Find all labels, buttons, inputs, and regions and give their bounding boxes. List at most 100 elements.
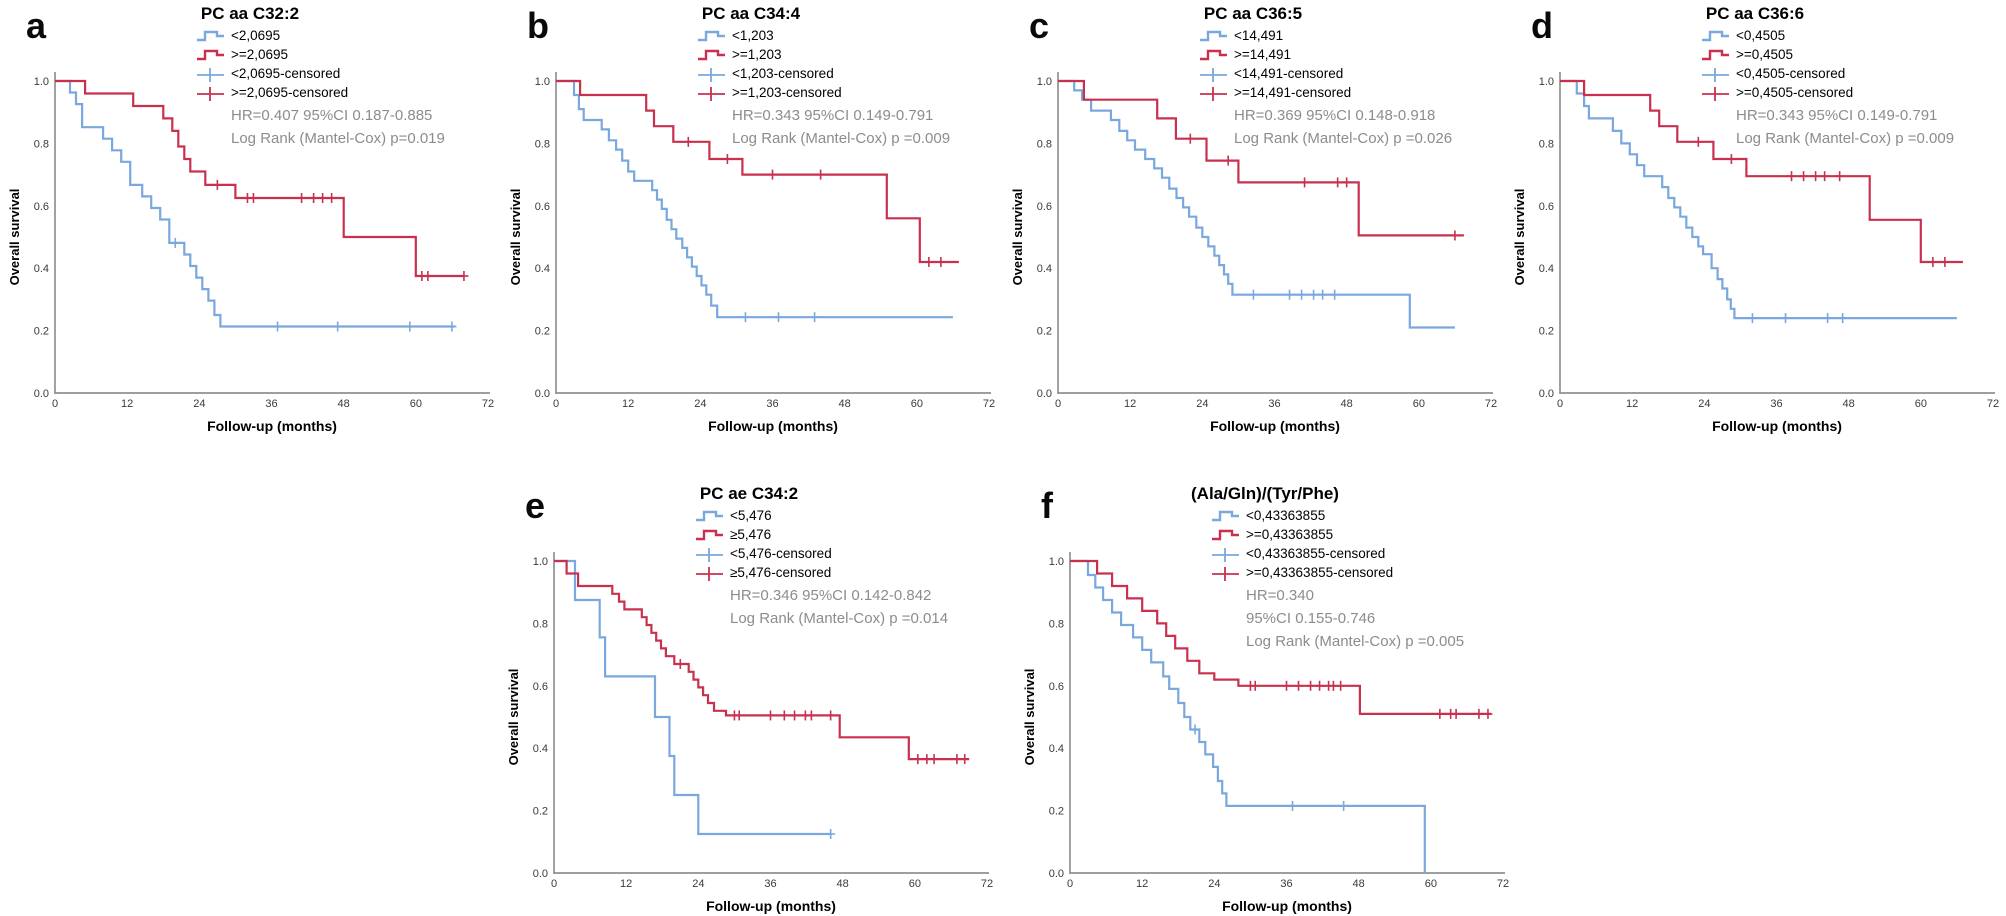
panel-letter: a — [26, 5, 47, 46]
legend-item: >=1,203 — [697, 45, 950, 64]
x-tick-label: 36 — [1280, 878, 1292, 890]
legend-item: >=0,4505-censored — [1701, 83, 1954, 102]
x-tick-label: 24 — [1698, 398, 1710, 410]
x-tick-label: 12 — [1124, 398, 1136, 410]
legend-item: >=0,43363855-censored — [1211, 563, 1464, 582]
legend-item: <0,43363855-censored — [1211, 544, 1464, 563]
legend-swatch-low-line — [698, 30, 725, 41]
panel-title: PC ae C34:2 — [699, 484, 799, 503]
legend-label: <5,476 — [730, 508, 772, 523]
y-tick-label: 0.4 — [535, 263, 550, 275]
panel-letter: f — [1041, 485, 1053, 526]
legend-label: >=0,43363855 — [1246, 527, 1334, 542]
stats-line: HR=0.343 95%CI 0.149-0.791 — [732, 107, 934, 124]
legend-swatch-high-line — [698, 49, 725, 60]
legend-label: >=2,0695 — [231, 47, 289, 62]
x-tick-label: 36 — [1770, 398, 1782, 410]
x-tick-label: 60 — [1915, 398, 1927, 410]
stats-line: HR=0.407 95%CI 0.187-0.885 — [231, 107, 433, 124]
km-panel-d: d PC aa C36:6 0 12 24 36 48 60 72 0.0 0.2 0.4 0.6 0.8… — [1505, 0, 2005, 455]
survival-curve-low — [1560, 79, 1957, 320]
x-tick-label: 48 — [837, 878, 849, 890]
x-tick-label: 72 — [983, 398, 995, 410]
km-plot: 0 12 24 36 48 60 72 0.0 0.2 0.4 0.6 0.8 1.0 Follow-up… — [1010, 72, 1497, 434]
stats-line: Log Rank (Mantel-Cox) p =0.026 — [1234, 130, 1453, 147]
y-tick-label: 0.6 — [535, 201, 550, 213]
legend-item: >=14,491-censored — [1199, 83, 1452, 102]
y-tick-label: 0.8 — [533, 618, 548, 630]
legend-item: <0,4505 — [1701, 26, 1954, 45]
km-panel-e: e PC ae C34:2 0 12 24 36 48 60 72 0.0 0.2 0.4 0.6 0.8… — [499, 480, 999, 916]
x-axis-label: Follow-up (months) — [207, 418, 337, 434]
km-plot: 0 12 24 36 48 60 72 0.0 0.2 0.4 0.6 0.8 1.0 Follow-up… — [7, 72, 494, 434]
stats-block: HR=0.369 95%CI 0.148-0.918 Log Rank (Mant… — [1234, 104, 1452, 150]
x-tick-label: 0 — [551, 878, 557, 890]
legend-label: <2,0695-censored — [231, 66, 341, 81]
x-tick-label: 36 — [265, 398, 277, 410]
x-tick-label: 60 — [911, 398, 923, 410]
legend-item: <0,4505-censored — [1701, 64, 1954, 83]
x-tick-label: 0 — [553, 398, 559, 410]
y-tick-label: 0.0 — [535, 388, 550, 400]
legend-item: <14,491 — [1199, 26, 1452, 45]
survival-curve-low — [556, 79, 953, 319]
stats-line: Log Rank (Mantel-Cox) p =0.009 — [732, 130, 951, 147]
legend-label: >=1,203 — [732, 47, 782, 62]
panel-title: PC aa C36:5 — [1203, 4, 1303, 23]
survival-curve-low — [1058, 79, 1455, 329]
y-tick-label: 0.8 — [34, 138, 49, 150]
x-tick-label: 12 — [620, 878, 632, 890]
y-tick-label: 1.0 — [1049, 556, 1064, 568]
km-panel-b: b PC aa C34:4 0 12 24 36 48 60 72 0.0 0.2 0.4 0.6 0.8… — [501, 0, 1001, 455]
x-tick-label: 72 — [1987, 398, 1999, 410]
x-tick-label: 24 — [692, 878, 704, 890]
legend-swatch-low-line — [197, 30, 224, 41]
legend-swatch-high-censored-icon — [1702, 86, 1729, 101]
legend-item: >=0,43363855 — [1211, 525, 1464, 544]
legend: <0,4505 >=0,4505 <0,4505-censored >=0,4505-… — [1701, 26, 1954, 150]
y-tick-label: 0.4 — [533, 743, 548, 755]
legend-item: <2,0695-censored — [196, 64, 445, 83]
legend-item: <2,0695 — [196, 26, 445, 45]
legend-item: ≥5,476 — [695, 525, 948, 544]
y-tick-label: 0.4 — [34, 263, 49, 275]
legend-swatch-high-line — [197, 49, 224, 60]
legend-swatch-high-censored-icon — [197, 86, 224, 101]
survival-curve-low — [554, 559, 831, 836]
legend-label: >=14,491-censored — [1234, 85, 1352, 100]
legend-swatch-high-censored-icon — [698, 86, 725, 101]
panel-letter: b — [527, 5, 549, 46]
y-tick-label: 1.0 — [1037, 76, 1052, 88]
legend-label: <14,491 — [1234, 28, 1284, 43]
x-tick-label: 24 — [193, 398, 205, 410]
y-tick-label: 0.6 — [533, 681, 548, 693]
km-panel-f: f (Ala/Gln)/(Tyr/Phe) 0 12 24 36 48 60 72 0.0 0.2 0… — [1015, 480, 1515, 916]
x-tick-label: 60 — [1413, 398, 1425, 410]
legend: <2,0695 >=2,0695 <2,0695-censored >=2,0695-… — [196, 26, 445, 150]
y-tick-label: 0.0 — [1037, 388, 1052, 400]
x-tick-label: 12 — [622, 398, 634, 410]
legend-item: >=14,491 — [1199, 45, 1452, 64]
y-tick-label: 0.0 — [34, 388, 49, 400]
stats-block: HR=0.340 95%CI 0.155-0.746 Log Rank (Mante… — [1246, 584, 1464, 653]
legend-label: >=0,4505 — [1736, 47, 1794, 62]
x-tick-label: 0 — [52, 398, 58, 410]
panel-title: PC aa C36:6 — [1705, 4, 1805, 23]
legend-item: <1,203-censored — [697, 64, 950, 83]
legend-label: ≥5,476 — [730, 527, 772, 542]
stats-block: HR=0.407 95%CI 0.187-0.885 Log Rank (Mant… — [231, 104, 445, 150]
panel-title: (Ala/Gln)/(Tyr/Phe) — [1191, 484, 1339, 503]
survival-curve-high — [554, 559, 969, 761]
y-axis-label: Overall survival — [508, 189, 523, 286]
stats-line: Log Rank (Mantel-Cox) p =0.009 — [1736, 130, 1955, 147]
legend-swatch-low-censored-icon — [1200, 67, 1227, 82]
legend-label: <14,491-censored — [1234, 66, 1344, 81]
stats-line: HR=0.343 95%CI 0.149-0.791 — [1736, 107, 1938, 124]
stats-line: Log Rank (Mantel-Cox) p =0.014 — [730, 610, 949, 627]
panel-title: PC aa C34:4 — [701, 4, 801, 23]
stats-line: HR=0.369 95%CI 0.148-0.918 — [1234, 107, 1436, 124]
legend-swatch-high-line — [1200, 49, 1227, 60]
y-tick-label: 0.0 — [1539, 388, 1554, 400]
legend-label: >=0,43363855-censored — [1246, 565, 1394, 580]
legend-swatch-high-censored-icon — [1212, 566, 1239, 581]
